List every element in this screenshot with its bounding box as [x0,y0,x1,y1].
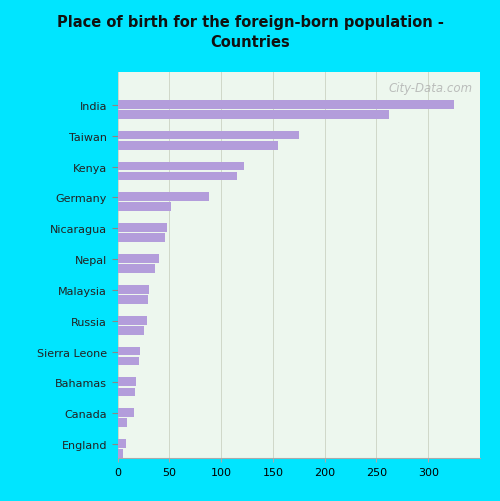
Bar [118,193,208,202]
Bar [118,296,148,304]
Bar [118,286,148,294]
Bar [118,357,139,366]
Bar [118,449,122,458]
Bar [118,439,126,448]
Bar [118,255,159,264]
Bar [118,347,141,356]
Bar [118,234,165,242]
Bar [118,172,236,181]
Bar [118,131,299,140]
Bar [118,203,172,212]
Text: City-Data.com: City-Data.com [388,82,473,95]
Bar [118,265,155,274]
Bar [118,408,134,417]
Text: Place of birth for the foreign-born population -
Countries: Place of birth for the foreign-born popu… [56,15,444,50]
Bar [118,224,167,232]
Bar [118,326,144,335]
Bar [118,162,244,171]
Bar [118,378,136,386]
Bar [118,316,146,325]
Bar [118,101,454,109]
Bar [118,418,127,427]
Bar [118,388,135,396]
Bar [118,141,278,150]
Bar [118,111,389,119]
